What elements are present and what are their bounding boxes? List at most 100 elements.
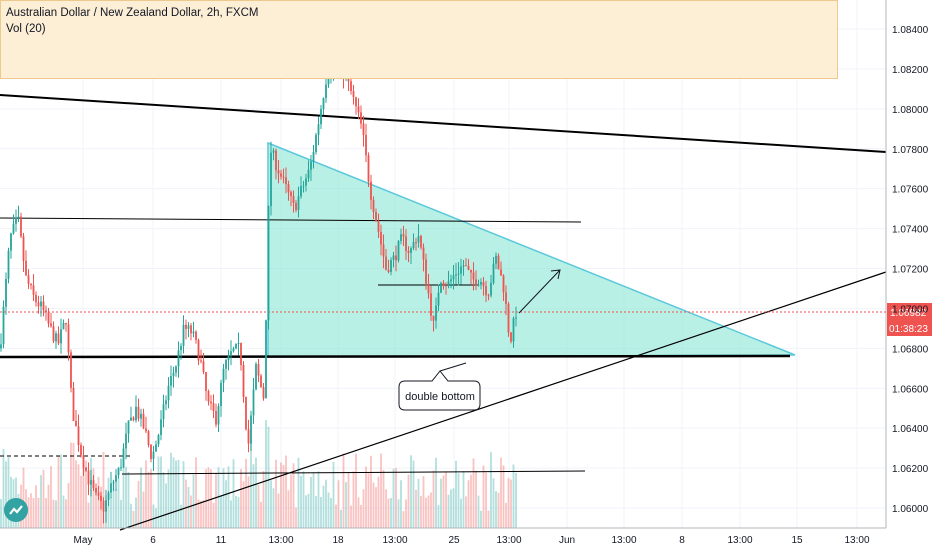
volume-bar xyxy=(75,460,77,528)
candle-body xyxy=(490,282,492,296)
candle-body xyxy=(52,326,55,342)
candle-body xyxy=(210,401,212,404)
candle-body xyxy=(407,250,410,253)
volume-bar xyxy=(362,489,365,528)
candle-body xyxy=(135,406,137,421)
volume-bar xyxy=(462,471,465,528)
candle-body xyxy=(360,112,362,124)
volume-bar xyxy=(297,457,300,528)
volume-bar xyxy=(95,487,97,528)
volume-bar xyxy=(97,476,100,528)
volume-bar xyxy=(32,498,35,528)
y-tick-label: 1.06000 xyxy=(892,504,929,515)
volume-bar xyxy=(7,457,10,528)
volume-bar xyxy=(257,484,260,528)
volume-bar xyxy=(277,493,280,528)
candle-body xyxy=(322,98,325,110)
volume-bar xyxy=(117,478,120,528)
candle-body xyxy=(215,410,217,425)
volume-bar xyxy=(185,479,187,528)
volume-bar xyxy=(480,510,482,528)
volume-indicator-label[interactable]: Vol (20) xyxy=(6,23,46,35)
candle-body xyxy=(282,176,285,178)
volume-bar xyxy=(230,500,232,528)
countdown-tag xyxy=(887,320,932,337)
candle-body xyxy=(37,302,40,307)
callout-text[interactable]: double bottom xyxy=(405,391,475,403)
volume-bar xyxy=(337,480,340,528)
candle-body xyxy=(382,244,385,257)
tradingview-logo[interactable] xyxy=(4,498,28,522)
volume-bar xyxy=(372,482,375,528)
volume-bar xyxy=(127,472,130,528)
x-tick-label: 8 xyxy=(679,535,685,546)
candle-body xyxy=(82,455,85,468)
candle-body xyxy=(32,285,35,295)
volume-bar xyxy=(302,471,305,528)
volume-bar xyxy=(450,489,452,528)
candle-body xyxy=(100,495,102,501)
volume-bar xyxy=(315,496,317,528)
volume-bar xyxy=(507,477,510,528)
y-tick-label: 1.07400 xyxy=(892,225,929,236)
candle-body xyxy=(102,500,105,512)
volume-bar xyxy=(470,474,472,528)
candle-body xyxy=(430,293,432,316)
candle-body xyxy=(467,265,470,270)
last-price-text: 1.06982 xyxy=(890,308,927,319)
candle-body xyxy=(397,240,400,261)
candle-body xyxy=(475,279,477,286)
volume-bar xyxy=(342,453,345,528)
candle-body xyxy=(425,259,427,284)
candle-body xyxy=(350,81,352,92)
volume-bar xyxy=(272,488,275,528)
volume-bar xyxy=(112,483,115,528)
candle-body xyxy=(262,387,265,399)
volume-bar xyxy=(400,480,402,528)
candle-body xyxy=(197,340,200,361)
candle-body xyxy=(380,232,382,245)
candle-body xyxy=(62,322,65,330)
volume-bar xyxy=(457,473,460,528)
volume-bar xyxy=(172,457,175,528)
volume-bar xyxy=(67,482,70,528)
volume-bar xyxy=(152,504,155,528)
volume-bar xyxy=(402,511,405,528)
candle-body xyxy=(180,345,182,351)
candle-body xyxy=(107,492,110,501)
candle-body xyxy=(145,428,147,432)
y-tick-label: 1.08000 xyxy=(892,105,929,116)
volume-bar xyxy=(132,510,135,528)
volume-bar xyxy=(140,467,142,528)
candle-body xyxy=(450,279,452,282)
volume-bar xyxy=(192,474,195,528)
candle-body xyxy=(420,235,422,248)
candle-body xyxy=(300,186,302,197)
candle-body xyxy=(45,310,47,313)
y-tick-label: 1.08200 xyxy=(892,65,929,76)
volume-bar xyxy=(385,489,387,528)
candle-body xyxy=(325,84,327,99)
candle-body xyxy=(205,372,207,391)
symbol-title[interactable]: Australian Dollar / New Zealand Dollar, … xyxy=(6,7,259,19)
candle-body xyxy=(0,344,2,349)
volume-bar xyxy=(285,455,287,528)
candle-body xyxy=(372,199,375,212)
candle-body xyxy=(70,352,72,388)
candle-body xyxy=(202,361,205,373)
candle-body xyxy=(207,390,210,402)
candle-body xyxy=(97,492,100,496)
projection-arrow-shaft xyxy=(518,269,561,314)
legend-panel: Australian Dollar / New Zealand Dollar, … xyxy=(0,0,838,79)
horizontal-level-line xyxy=(0,217,582,223)
candle-body xyxy=(225,360,227,369)
candle-body xyxy=(400,234,402,241)
lower-level-line xyxy=(121,470,586,475)
candle-body xyxy=(25,260,27,276)
candle-body xyxy=(290,192,292,197)
candle-body xyxy=(105,500,107,512)
volume-bar xyxy=(150,468,152,528)
volume-bar xyxy=(2,449,5,528)
